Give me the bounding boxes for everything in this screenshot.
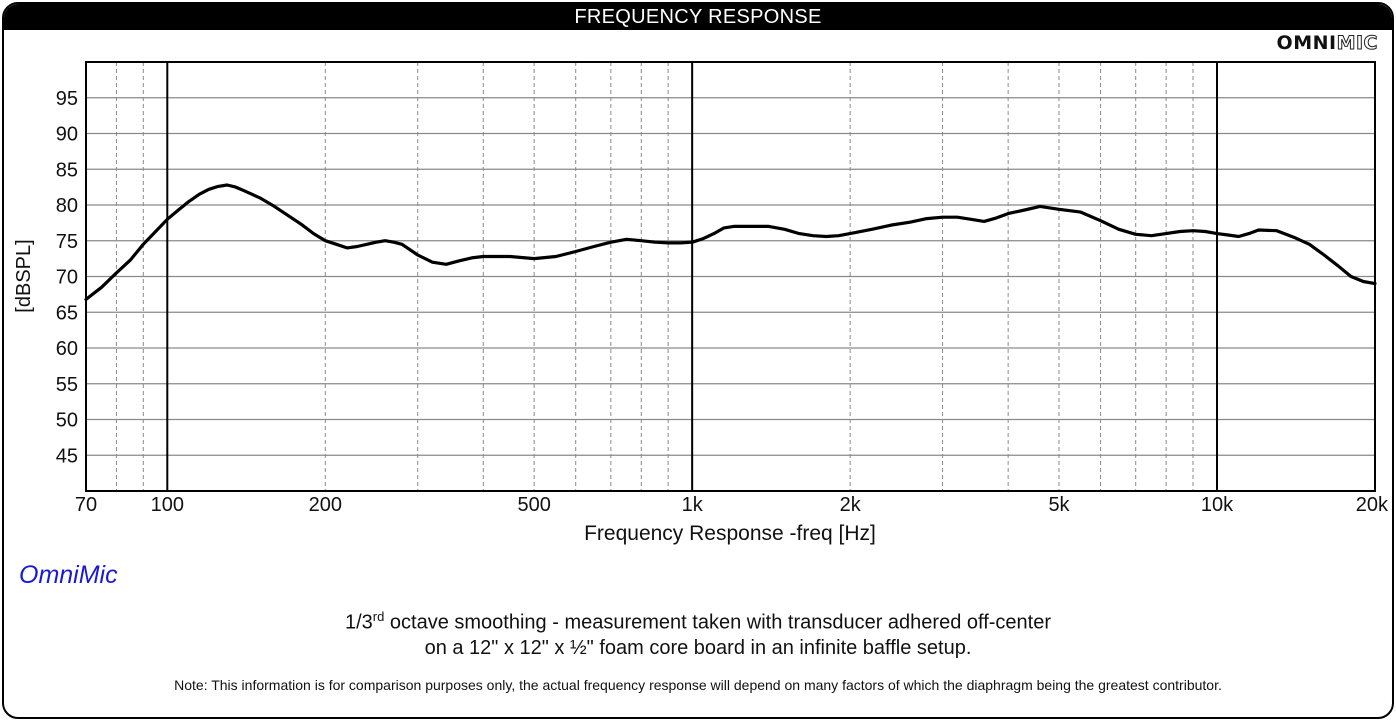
y-tick-label: 55 — [56, 374, 78, 396]
omnimic-logo: OMNIMIC — [1276, 32, 1378, 55]
y-tick-label: 95 — [56, 88, 78, 110]
y-tick-label: 70 — [56, 267, 78, 289]
curve-layer — [84, 183, 1377, 301]
y-tick-label: 90 — [56, 124, 78, 146]
y-tick-label: 50 — [56, 410, 78, 432]
caption-line1-sup: rd — [372, 609, 385, 624]
x-tick-label: 70 — [75, 494, 97, 516]
x-axis-label: Frequency Response -freq [Hz] — [584, 522, 876, 545]
response-curve — [84, 183, 1377, 301]
y-tick-label: 60 — [56, 338, 78, 360]
chart-title: FREQUENCY RESPONSE — [4, 4, 1392, 30]
x-tick-label: 200 — [309, 494, 342, 516]
x-tick-label: 500 — [517, 494, 550, 516]
logo-part-omni: OMNI — [1276, 32, 1337, 54]
y-axis-label: [dBSPL] — [13, 239, 35, 312]
caption-line-2: on a 12" x 12" x ½" foam core board in a… — [424, 637, 972, 659]
x-tick-label: 100 — [151, 494, 184, 516]
y-tick-labels: 95 90 85 80 75 70 65 60 55 50 45 — [56, 88, 78, 468]
disclaimer-note: Note: This information is for comparison… — [174, 677, 1222, 693]
x-tick-label: 20k — [1356, 494, 1389, 516]
y-tick-label: 65 — [56, 302, 78, 324]
omnimic-watermark: OmniMic — [19, 561, 118, 589]
x-tick-label: 10k — [1201, 494, 1234, 516]
y-tick-label: 45 — [56, 445, 78, 467]
x-tick-label: 5k — [1048, 494, 1070, 516]
y-tick-label: 80 — [56, 195, 78, 217]
y-tick-label: 85 — [56, 159, 78, 181]
y-tick-label: 75 — [56, 231, 78, 253]
logo-part-mic: MIC — [1336, 32, 1378, 55]
caption-line1-post: octave smoothing - measurement taken wit… — [384, 611, 1052, 634]
grid-layer — [86, 62, 1375, 491]
caption-line1-pre: 1/3 — [344, 611, 373, 634]
x-tick-label: 2k — [840, 494, 862, 516]
caption-line-1: 1/3rd octave smoothing - measurement tak… — [0, 609, 1396, 635]
plot-area-border — [85, 61, 1376, 492]
x-tick-labels: 70 100 200 500 1k 2k 5k 10k 20k — [75, 494, 1389, 516]
x-tick-label: 1k — [682, 494, 704, 516]
